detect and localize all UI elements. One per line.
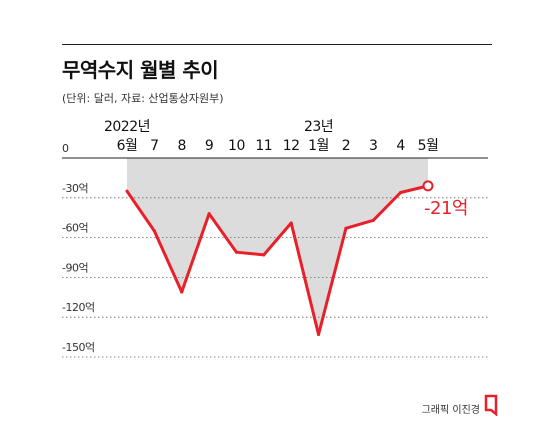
x-tick-label: 10 (228, 138, 245, 154)
x-tick-label: 3 (369, 138, 377, 154)
y-tick-label: 0 (62, 142, 69, 155)
x-tick-label: 5월 (418, 138, 439, 154)
data-point (152, 229, 156, 233)
top-rule (62, 44, 492, 45)
series-line-segment (180, 212, 211, 294)
series-line-segment (207, 212, 238, 254)
x-tick-label: 11 (255, 138, 272, 154)
x-tick-label: 4 (396, 138, 405, 154)
chart-title: 무역수지 월별 추이 (62, 58, 219, 82)
deficit-area (127, 158, 428, 335)
data-point (317, 332, 321, 336)
grid-layer (62, 157, 488, 358)
graphic-credit: 그래픽 이진경 (421, 405, 480, 416)
year-label: 23년 (304, 119, 333, 135)
x-tick-label: 12 (283, 138, 300, 154)
series-line-segment (289, 221, 321, 336)
data-point (289, 221, 293, 225)
x-axis-tick-labels: 6월 7 8 9 10 11 12 1월 2 3 4 5월 2022년 23년 (104, 119, 439, 154)
y-tick-label: -150억 (62, 341, 95, 354)
chart-subtitle: (단위: 달러, 자료: 산업통상자원부) (62, 92, 224, 105)
publisher-logo-icon (484, 394, 498, 416)
series-line-layer (125, 184, 430, 336)
series-line-segment (344, 218, 375, 230)
annotation-label: -21억 (424, 198, 468, 219)
annotated-data-point (422, 180, 434, 192)
x-tick-label: 1월 (308, 138, 329, 154)
x-tick-label: 8 (178, 138, 186, 154)
series-line-segment (262, 221, 293, 257)
data-point (262, 253, 266, 257)
data-point (180, 290, 184, 294)
y-tick-label: -30억 (62, 182, 88, 195)
deficit-area-layer (127, 158, 428, 335)
y-tick-label: -120억 (62, 301, 95, 314)
x-tick-label: 2 (342, 138, 350, 154)
data-point (399, 190, 403, 194)
y-tick-label: -60억 (62, 222, 88, 235)
x-tick-label: 7 (150, 138, 158, 154)
y-axis-tick-labels: 0 -30억 -60억 -90억 -120억 -150억 (62, 142, 95, 354)
year-label: 2022년 (104, 119, 150, 135)
series-line-segment (125, 189, 156, 233)
annotation-layer: -21억 (424, 198, 468, 219)
series-line-segment (317, 226, 348, 336)
series-line-segment (234, 250, 266, 257)
x-tick-label: 9 (205, 138, 213, 154)
data-point (371, 218, 375, 222)
series-line-segment (152, 229, 184, 294)
data-point (344, 226, 348, 230)
data-points-layer (125, 180, 434, 336)
series-line-segment (371, 190, 403, 222)
y-tick-label: -90억 (62, 261, 88, 274)
x-tick-label: 6월 (117, 138, 138, 154)
data-point (125, 189, 129, 193)
data-point (207, 212, 211, 216)
data-point (234, 250, 238, 254)
